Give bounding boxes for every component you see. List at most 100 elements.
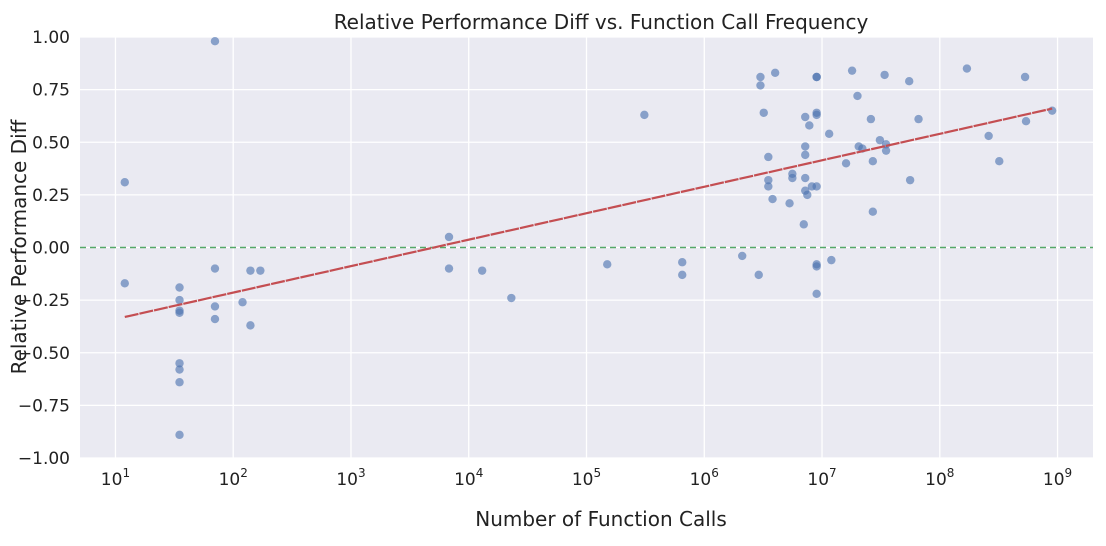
x-tick-base: 10 — [101, 470, 123, 490]
data-point — [788, 173, 797, 183]
data-point — [444, 232, 454, 242]
data-point — [678, 258, 687, 267]
data-point — [210, 264, 220, 273]
data-point — [764, 152, 773, 162]
data-point — [801, 173, 810, 183]
x-tick-label: 109 — [1043, 466, 1072, 490]
data-point — [238, 298, 247, 307]
data-point — [246, 321, 255, 330]
x-tick-label: 104 — [454, 466, 483, 490]
x-tick-labels: 101 102 103 104 105 106 107 108 109 — [101, 466, 1072, 490]
data-point — [175, 295, 184, 305]
y-tick-label: 0.00 — [32, 239, 70, 259]
x-tick-base: 10 — [1043, 470, 1065, 490]
x-axis-label: Number of Function Calls — [475, 507, 727, 531]
data-point — [812, 72, 821, 82]
data-point — [799, 220, 808, 229]
data-point — [175, 308, 184, 317]
x-tick-base: 10 — [336, 470, 358, 490]
y-tick-labels: 1.00 0.75 0.50 0.25 0.00 −0.25 −0.50 −0.75 −1.00 — [18, 28, 70, 469]
data-point — [866, 114, 876, 124]
data-point — [210, 37, 220, 46]
x-tick-base: 10 — [219, 470, 241, 490]
data-point — [1047, 106, 1057, 115]
y-tick-label: −0.25 — [18, 291, 70, 311]
data-point — [175, 430, 184, 440]
data-point — [477, 266, 487, 275]
data-point — [764, 175, 773, 185]
data-point — [801, 112, 810, 122]
x-tick-label: 101 — [101, 466, 130, 490]
data-point — [847, 66, 857, 75]
data-point — [868, 156, 878, 166]
data-point — [175, 283, 184, 292]
data-point — [175, 359, 184, 368]
x-tick-exponent: 8 — [947, 466, 955, 480]
data-point — [905, 175, 915, 185]
data-point — [812, 289, 821, 299]
y-tick-label: −0.50 — [18, 344, 70, 364]
data-point — [875, 135, 885, 145]
x-tick-label: 108 — [925, 466, 954, 490]
x-tick-label: 107 — [807, 466, 836, 490]
x-tick-label: 103 — [336, 466, 365, 490]
y-tick-label: 1.00 — [32, 28, 70, 48]
x-tick-exponent: 3 — [358, 466, 366, 480]
data-point — [812, 110, 821, 120]
data-point — [120, 279, 129, 288]
data-point — [759, 108, 768, 117]
data-point — [984, 131, 993, 141]
data-point — [853, 91, 862, 101]
data-point — [754, 270, 763, 280]
data-point — [1021, 117, 1031, 126]
chart-title: Relative Performance Diff vs. Function C… — [334, 10, 869, 34]
data-point — [905, 77, 914, 86]
x-tick-base: 10 — [572, 470, 594, 490]
data-point — [770, 68, 780, 77]
y-tick-label: −1.00 — [18, 449, 70, 469]
data-point — [603, 260, 612, 269]
data-point — [827, 255, 836, 265]
data-point — [914, 114, 923, 124]
y-axis-label: Relative Performance Diff — [7, 118, 31, 374]
data-point — [246, 266, 255, 275]
x-tick-label: 105 — [572, 466, 601, 490]
grid-lines — [80, 36, 1093, 459]
x-tick-exponent: 4 — [476, 466, 484, 480]
data-point — [210, 302, 220, 311]
data-point — [175, 378, 184, 387]
data-point — [812, 182, 821, 191]
data-point — [738, 251, 747, 261]
x-tick-exponent: 9 — [1065, 466, 1073, 480]
data-point — [256, 266, 265, 275]
data-point — [756, 81, 765, 90]
x-tick-exponent: 7 — [829, 466, 837, 480]
y-tick-label: 0.25 — [32, 186, 70, 206]
data-point — [805, 121, 814, 130]
data-points — [120, 37, 1057, 440]
x-tick-base: 10 — [925, 470, 947, 490]
data-point — [824, 129, 834, 139]
data-point — [678, 270, 687, 280]
data-point — [868, 207, 878, 216]
data-point — [962, 64, 972, 73]
data-point — [841, 159, 851, 168]
x-tick-exponent: 5 — [594, 466, 602, 480]
data-point — [764, 182, 773, 191]
data-point — [756, 72, 765, 82]
x-tick-exponent: 2 — [240, 466, 248, 480]
x-tick-exponent: 1 — [122, 466, 130, 480]
data-point — [507, 293, 516, 303]
data-point — [995, 156, 1004, 166]
data-point — [640, 110, 649, 120]
data-point — [803, 190, 812, 200]
data-point — [881, 146, 891, 155]
data-point — [1020, 72, 1030, 82]
data-point — [120, 178, 129, 187]
data-point — [210, 314, 220, 324]
data-point — [812, 262, 821, 271]
trend-line — [124, 107, 1053, 319]
data-point — [880, 70, 889, 80]
data-point — [768, 194, 777, 204]
